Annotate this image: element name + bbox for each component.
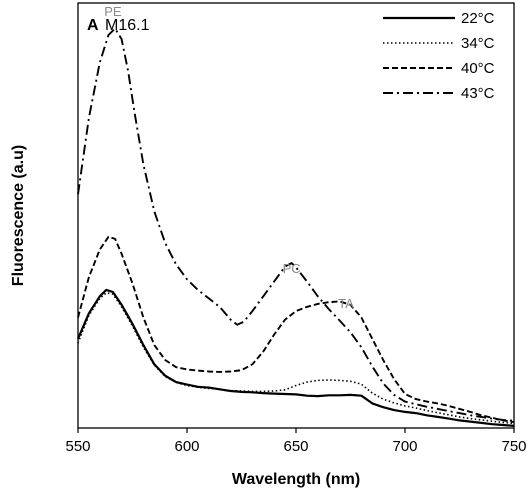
annotation-ta: TA [338, 296, 354, 311]
x-axis-ticks [77, 428, 515, 433]
series-line-3 [77, 27, 515, 422]
x-tick-label-2: 650 [283, 438, 308, 455]
plot-area [76, 2, 515, 429]
panel-title: M16.1 [105, 17, 150, 34]
annotation-pc: PC [283, 261, 301, 276]
legend-label-2: 40°C [461, 60, 495, 77]
plot-frame [77, 2, 515, 429]
y-axis-title: Fluorescence (a.u) [10, 145, 27, 286]
peak-annotations: PE PC TA [104, 4, 354, 311]
series-layer [76, 27, 515, 427]
legend-label-3: 43°C [461, 85, 495, 102]
x-axis-tick-labels: 550 600 650 700 750 [65, 438, 526, 455]
x-tick-label-1: 600 [174, 438, 199, 455]
x-tick-label-4: 750 [501, 438, 526, 455]
x-axis-title: Wavelength (nm) [232, 471, 360, 488]
legend-label-0: 22°C [461, 10, 495, 27]
annotation-pe: PE [104, 4, 122, 19]
series-line-2 [77, 235, 515, 424]
series-line-1 [77, 292, 515, 425]
series-line-0 [76, 288, 515, 427]
x-tick-label-3: 700 [392, 438, 417, 455]
legend-label-1: 34°C [461, 35, 495, 52]
panel-letter: A [87, 17, 99, 34]
x-tick-label-0: 550 [65, 438, 90, 455]
legend: 22°C 34°C 40°C 43°C [383, 10, 495, 102]
